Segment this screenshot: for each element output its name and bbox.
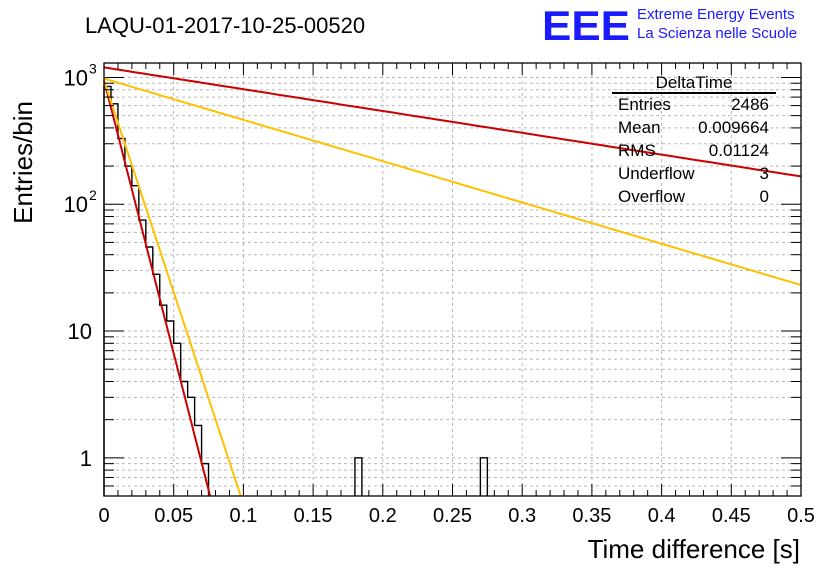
- grid: [104, 63, 801, 496]
- eee-logo-line1: Extreme Energy Events: [637, 6, 795, 23]
- fit-curves: [103, 66, 802, 497]
- histogram-bin: [160, 305, 167, 496]
- x-axis-label: Time difference [s]: [588, 534, 800, 564]
- stats-row-label: Underflow: [618, 164, 695, 183]
- x-tick-label: 0.45: [712, 505, 751, 527]
- histogram-bin: [104, 86, 111, 496]
- y-tick-label-exponent: 2: [89, 187, 97, 203]
- stats-row-label: Mean: [618, 118, 661, 137]
- stats-row-value: 2486: [731, 95, 769, 114]
- x-tick-label: 0.05: [154, 505, 193, 527]
- histogram-bin: [139, 220, 146, 496]
- stats-row-label: Entries: [618, 95, 671, 114]
- x-tick-label: 0.4: [648, 505, 676, 527]
- y-tick-label: 10: [64, 65, 88, 90]
- histogram-bin: [480, 458, 487, 496]
- red-shallow-fit: [103, 66, 802, 178]
- x-tick-label: 0.3: [508, 505, 536, 527]
- histogram-bin: [118, 138, 125, 496]
- stats-row-label: RMS: [618, 141, 656, 160]
- histogram-bin: [146, 247, 153, 496]
- x-tick-label: 0.35: [572, 505, 611, 527]
- x-tick-label: 0.2: [369, 505, 397, 527]
- eee-logo-mark: EEE: [542, 2, 630, 49]
- histogram-bin: [111, 104, 118, 496]
- y-tick-label: 10: [64, 192, 88, 217]
- histogram: [103, 85, 489, 496]
- axis-ticks: [103, 63, 802, 496]
- stats-row-value: 0.01124: [709, 141, 769, 160]
- histogram-bin: [132, 186, 139, 496]
- x-tick-label: 0.5: [787, 505, 815, 527]
- x-tick-label: 0: [98, 505, 109, 527]
- yellow-steep-fit: [103, 79, 242, 497]
- histogram-bin: [355, 458, 362, 496]
- x-tick-label: 0.1: [229, 505, 257, 527]
- stats-box: DeltaTime Entries 2486 Mean 0.009664 RMS 0.01…: [612, 73, 776, 206]
- stats-row-value: 3: [760, 164, 769, 183]
- x-tick-labels: 0 0.05 0.1 0.15 0.2 0.25 0.3 0.35 0.4 0.45 0.5: [98, 505, 814, 527]
- y-axis-label: Entries/bin: [8, 101, 38, 224]
- x-tick-label: 0.15: [294, 505, 333, 527]
- chart-title: LAQU-01-2017-10-25-00520: [85, 13, 365, 38]
- histogram-bin: [125, 166, 132, 496]
- eee-logo-line2: La Scienza nelle Scuole: [637, 25, 797, 42]
- red-steep-fit: [103, 80, 212, 497]
- y-tick-label-exponent: 3: [89, 60, 97, 76]
- histogram-bin: [153, 274, 160, 496]
- histogram-bin: [181, 381, 188, 496]
- stats-box-title: DeltaTime: [656, 73, 733, 92]
- y-tick-label: 1: [80, 446, 92, 471]
- y-tick-label: 10: [68, 319, 92, 344]
- eee-logo: EEE Extreme Energy Events La Scienza nel…: [542, 2, 797, 49]
- stats-row-value: 0: [760, 187, 769, 206]
- x-tick-label: 0.25: [433, 505, 472, 527]
- stats-row-value: 0.009664: [698, 118, 769, 137]
- yellow-shallow-fit: [103, 77, 802, 287]
- stats-row-label: Overflow: [618, 187, 686, 206]
